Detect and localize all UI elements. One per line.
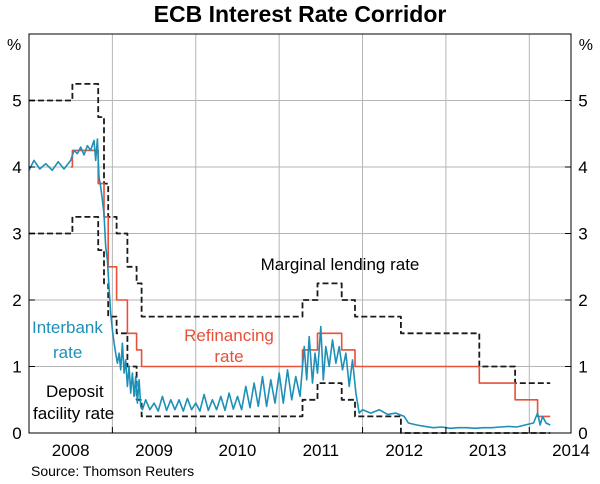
- x-tick-label-2013: 2013: [469, 441, 507, 460]
- source-note: Source: Thomson Reuters: [31, 463, 194, 479]
- y-unit-left: %: [7, 37, 21, 54]
- refinancing-label-1: Refinancing: [184, 326, 274, 345]
- chart-title: ECB Interest Rate Corridor: [154, 1, 447, 27]
- tick-labels: 0 0 1 1 2 2 3 3 4 4 5 5 2008 2009 2010 2011 2012 2013 2014: [12, 92, 590, 461]
- x-tick-label-2010: 2010: [219, 441, 257, 460]
- refinancing-label-2: rate: [214, 347, 243, 366]
- x-tick-label-2012: 2012: [385, 441, 423, 460]
- y-tick-label-right: 1: [578, 358, 587, 377]
- interbank-label-1: Interbank: [32, 318, 103, 337]
- y-tick-label-left: 1: [12, 358, 21, 377]
- series-group: [28, 83, 551, 434]
- series-deposit: [29, 216, 551, 434]
- y-tick-label-right: 2: [578, 291, 587, 310]
- gridlines: [29, 34, 571, 433]
- y-tick-label-right: 5: [578, 92, 587, 111]
- y-tick-label-left: 4: [12, 158, 21, 177]
- y-tick-label-left: 5: [12, 92, 21, 111]
- tick-marks: [29, 100, 571, 433]
- y-unit-right: %: [579, 37, 593, 54]
- deposit-label-1: Deposit: [46, 382, 104, 401]
- y-tick-label-left: 0: [12, 424, 21, 443]
- x-tick-label-2011: 2011: [303, 441, 340, 460]
- marginal-lending-label: Marginal lending rate: [261, 255, 420, 274]
- y-tick-label-right: 3: [578, 225, 587, 244]
- y-tick-label-right: 0: [578, 424, 587, 443]
- series-interbank: [28, 138, 551, 430]
- interbank-label-2: rate: [53, 343, 82, 362]
- y-tick-label-right: 4: [578, 158, 587, 177]
- series-refi: [70, 149, 551, 418]
- y-tick-label-left: 3: [12, 225, 21, 244]
- deposit-label-2: facility rate: [33, 404, 114, 423]
- x-tick-label-2014: 2014: [552, 441, 590, 460]
- x-tick-label-2009: 2009: [135, 441, 173, 460]
- x-tick-label-2008: 2008: [52, 441, 90, 460]
- series-marginal: [29, 83, 551, 384]
- y-tick-label-left: 2: [12, 291, 21, 310]
